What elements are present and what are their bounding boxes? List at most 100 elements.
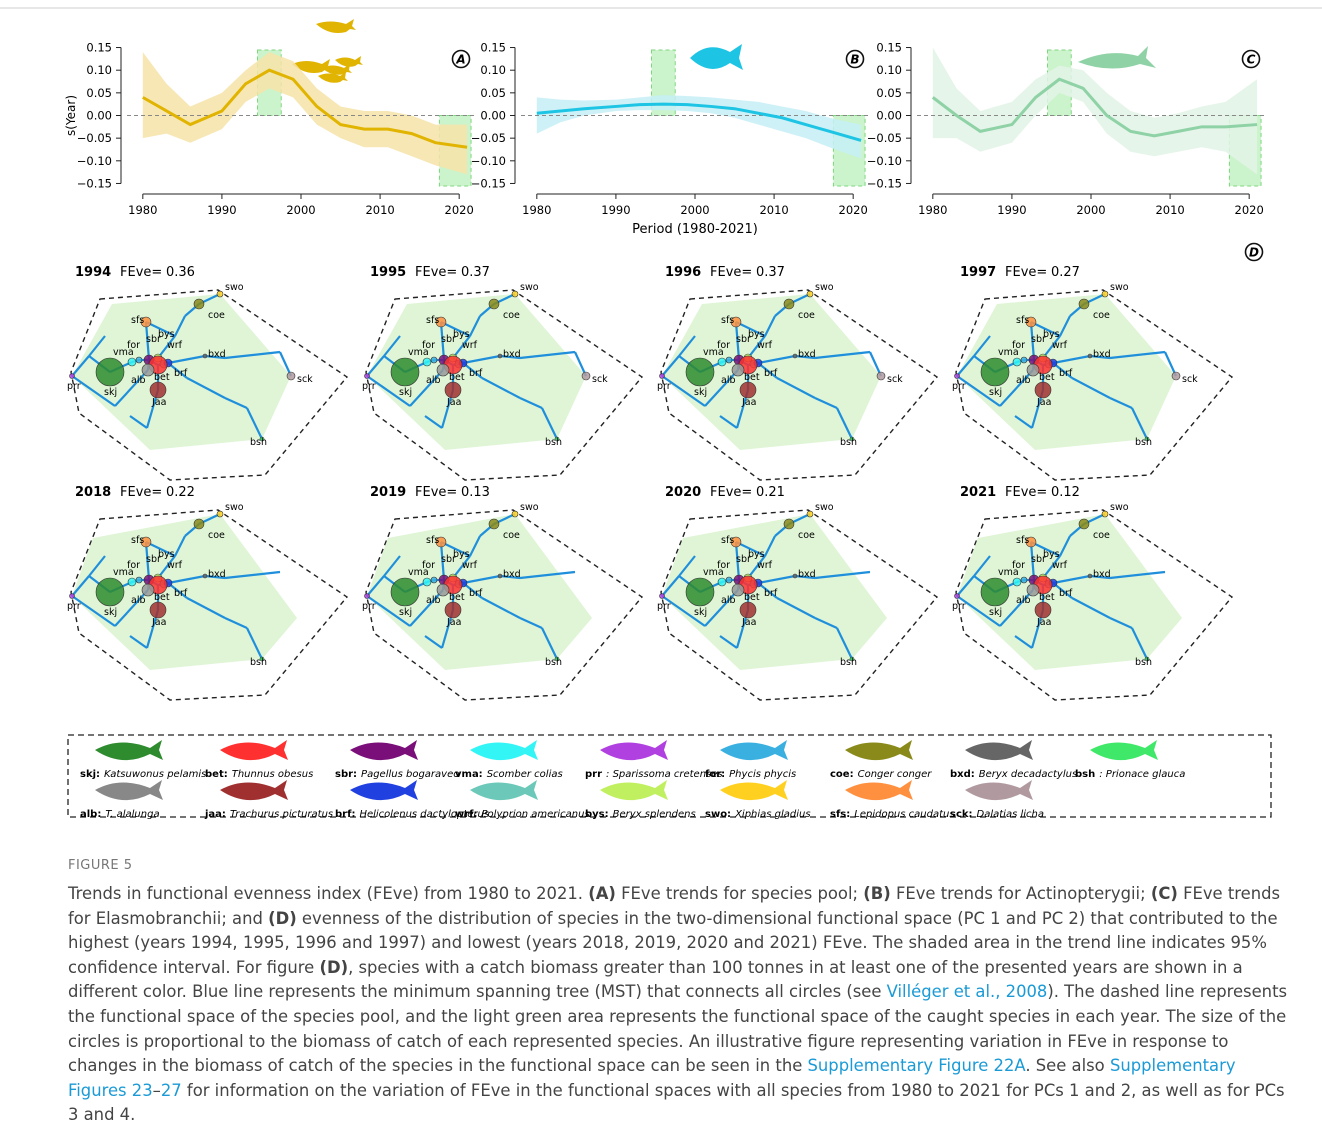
- species-label: wrf: [462, 340, 478, 351]
- legend-silhouette: [965, 780, 1033, 800]
- species-label: swo: [815, 282, 834, 293]
- species-label: bxd: [208, 349, 226, 360]
- species-circle: [391, 358, 419, 386]
- x-tick-label: 2020: [839, 203, 868, 217]
- species-circle: [96, 578, 124, 606]
- legend-name: Scomber colias: [487, 769, 563, 780]
- y-tick-label: −0.05: [867, 131, 902, 145]
- y-tick-label: −0.15: [77, 176, 112, 190]
- species-circle: [96, 358, 124, 386]
- species-label: bsh: [1135, 437, 1152, 448]
- legend-entry: coe:Conger conger: [830, 740, 932, 780]
- species-label: swo: [815, 502, 834, 513]
- feve-value: 0.37: [756, 265, 785, 280]
- species-circle: [136, 577, 142, 583]
- species-label: Jaa: [1036, 617, 1051, 628]
- species-label: skj: [694, 607, 707, 618]
- legend-entry: sfs:Lepidopus caudatus: [830, 780, 955, 820]
- legend-entry: bsh: Prionace glauca: [1075, 740, 1185, 780]
- caption-text: FEve trends for species pool;: [616, 884, 863, 903]
- species-label: bsh: [545, 437, 562, 448]
- caption-link[interactable]: Supplementary Figure 22A: [808, 1056, 1026, 1075]
- caption-text: FEve trends for Actinopterygii;: [891, 884, 1151, 903]
- legend-entry: bxd:Beryx decadactylus: [950, 740, 1077, 780]
- species-label: Jaa: [741, 397, 756, 408]
- legend-text: vma:Scomber colias: [455, 769, 563, 780]
- legend-code: bys:: [585, 809, 609, 820]
- y-tick-label: −0.10: [471, 154, 506, 168]
- x-tick-label: 2000: [286, 203, 315, 217]
- legend-code: wrf:: [455, 809, 478, 820]
- species-circle: [726, 357, 732, 363]
- species-label: for: [1012, 560, 1025, 571]
- panel-year: 1996: [665, 265, 701, 280]
- figure: 0.150.100.050.00−0.05−0.10−0.15198019902…: [0, 0, 1322, 845]
- y-tick-label: 0.10: [876, 63, 902, 77]
- species-circle: [1079, 519, 1089, 529]
- species-label: skj: [104, 387, 117, 398]
- x-tick-label: 1990: [601, 203, 630, 217]
- species-label: bsh: [840, 437, 857, 448]
- species-circle: [1172, 372, 1180, 380]
- panel-year: 2021: [960, 485, 996, 500]
- species-label: prr: [67, 601, 81, 612]
- species-label: coe: [798, 310, 815, 321]
- feve-value: 0.37: [461, 265, 490, 280]
- y-tick-label: −0.05: [77, 131, 112, 145]
- y-axis-label: s(Year): [64, 95, 78, 136]
- species-label: sfs: [131, 535, 144, 546]
- functional-space-panel: 2018FEve=0.22skjvmaforsbrbyssfsswocoewrf…: [67, 485, 347, 700]
- species-label: for: [717, 560, 730, 571]
- species-label: bys: [453, 329, 470, 340]
- legend-name: Katsuwonus pelamis: [104, 769, 206, 780]
- species-circle: [150, 602, 166, 618]
- species-label: wrf: [1052, 340, 1068, 351]
- caption-bold: (A): [588, 884, 616, 903]
- species-circle: [1021, 357, 1027, 363]
- caption-link[interactable]: 27: [161, 1081, 182, 1100]
- species-label: Jaa: [1036, 397, 1051, 408]
- species-label: swo: [520, 282, 539, 293]
- species-circle: [660, 374, 665, 379]
- species-label: sck: [592, 374, 608, 385]
- legend-silhouette: [720, 780, 788, 800]
- legend-code: bet:: [205, 769, 228, 780]
- species-circle: [1102, 511, 1108, 517]
- legend-code: skj:: [80, 769, 100, 780]
- species-label: bet: [154, 372, 170, 383]
- species-circle: [877, 372, 885, 380]
- species-label: bxd: [798, 569, 816, 580]
- legend-text: bsh: Prionace glauca: [1075, 769, 1185, 780]
- y-tick-label: 0.00: [86, 109, 112, 123]
- figure-label: FIGURE 5: [68, 858, 133, 873]
- species-label: sck: [887, 374, 903, 385]
- legend-text: skj: Katsuwonus pelamis: [80, 769, 206, 780]
- species-label: for: [717, 340, 730, 351]
- index-prefix: FEve=: [415, 265, 457, 280]
- functional-space-panel: 1997FEve=0.27skjvmaforsbrbyssfsswocoewrf…: [952, 265, 1232, 480]
- legend-silhouette: [95, 780, 163, 800]
- y-tick-label: 0.15: [86, 41, 112, 55]
- species-circle: [217, 291, 223, 297]
- species-circle: [423, 578, 431, 586]
- index-prefix: FEve=: [1005, 485, 1047, 500]
- species-label: skj: [989, 607, 1002, 618]
- species-label: Jaa: [151, 397, 166, 408]
- species-circle: [136, 357, 142, 363]
- species-circle: [431, 577, 437, 583]
- y-tick-label: 0.00: [480, 109, 506, 123]
- functional-space-panel: 2020FEve=0.21skjvmaforsbrbyssfsswocoewrf…: [657, 485, 937, 700]
- legend-code: alb:: [80, 809, 101, 820]
- legend-silhouette: [600, 740, 668, 760]
- legend-name: Phycis phycis: [729, 769, 796, 780]
- species-circle: [718, 578, 726, 586]
- species-label: sck: [297, 374, 313, 385]
- species-label: sfs: [426, 535, 439, 546]
- species-label: alb: [1016, 595, 1031, 606]
- legend-entry: wrf:Polyprion americanus: [455, 780, 590, 820]
- legend-entry: sck:Dalatias licha: [950, 780, 1044, 820]
- index-prefix: FEve=: [1005, 265, 1047, 280]
- caption-link[interactable]: Villéger et al., 2008: [887, 982, 1048, 1001]
- species-circle: [1088, 354, 1092, 358]
